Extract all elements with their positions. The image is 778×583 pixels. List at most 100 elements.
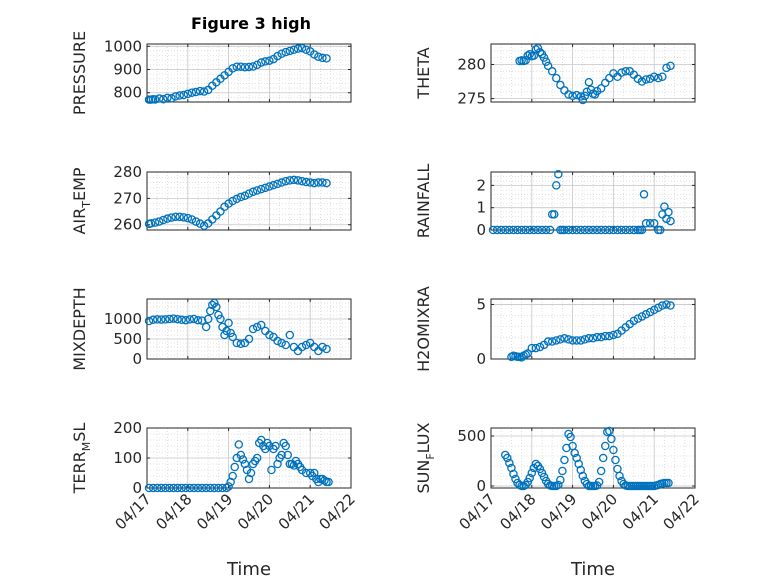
- data-point: [554, 480, 563, 490]
- data-point: [568, 225, 577, 235]
- data-point: [576, 225, 586, 235]
- y-tick-label: 2: [476, 176, 486, 194]
- data-point: [150, 95, 160, 104]
- data-point: [596, 332, 606, 342]
- data-point: [541, 57, 551, 66]
- grid-lines: [490, 299, 696, 360]
- data-point: [600, 225, 610, 235]
- data-series: [144, 43, 331, 104]
- data-point: [161, 315, 170, 324]
- data-point: [273, 51, 282, 61]
- data-point: [175, 212, 184, 222]
- data-point: [547, 337, 557, 346]
- data-point: [177, 315, 186, 325]
- data-point: [301, 340, 311, 350]
- data-point: [152, 315, 162, 324]
- data-point: [621, 67, 630, 76]
- data-point: [238, 455, 248, 464]
- data-point: [169, 314, 178, 323]
- data-point: [539, 53, 549, 62]
- data-point: [183, 89, 193, 99]
- data-point: [594, 477, 604, 487]
- data-point: [633, 314, 643, 323]
- data-point: [554, 169, 563, 179]
- data-point: [222, 326, 231, 336]
- data-point: [584, 77, 594, 87]
- data-point: [529, 463, 539, 473]
- data-point: [625, 225, 634, 235]
- data-point: [208, 300, 217, 310]
- y-tick-label: 5: [476, 295, 486, 313]
- data-point: [310, 50, 319, 59]
- data-point: [305, 178, 315, 187]
- data-point: [543, 61, 553, 71]
- data-point: [607, 434, 616, 444]
- data-point: [165, 483, 174, 493]
- data-point: [543, 337, 553, 346]
- data-point: [572, 336, 581, 345]
- data-point: [525, 225, 535, 235]
- data-point: [157, 483, 166, 493]
- data-point: [248, 187, 258, 197]
- data-point: [197, 483, 207, 493]
- data-point: [533, 225, 543, 235]
- axes-box: [490, 298, 696, 360]
- data-point: [525, 49, 535, 59]
- data-point: [639, 190, 649, 199]
- data-series: [515, 43, 675, 105]
- data-point: [664, 207, 673, 217]
- subplot-1: 800 900 1000 PRESSURE: [70, 31, 352, 115]
- data-point: [297, 342, 307, 352]
- data-point: [154, 94, 164, 103]
- data-point: [523, 349, 532, 358]
- data-point: [281, 340, 290, 350]
- data-point: [580, 225, 590, 235]
- data-point: [645, 307, 655, 317]
- data-point: [210, 298, 219, 308]
- data-point: [617, 68, 626, 77]
- data-point: [505, 225, 514, 235]
- data-point: [576, 336, 586, 345]
- data-point: [165, 314, 174, 324]
- data-point: [232, 338, 242, 348]
- data-point: [649, 305, 659, 315]
- data-point: [173, 483, 182, 493]
- data-point: [598, 453, 608, 463]
- data-point: [179, 90, 188, 100]
- data-point: [228, 471, 237, 481]
- data-series: [488, 169, 675, 235]
- data-point: [240, 62, 250, 72]
- data-point: [301, 177, 311, 187]
- y-tick-label: 800: [113, 84, 142, 102]
- data-point: [167, 213, 176, 222]
- axes-box: [146, 171, 352, 231]
- data-point: [269, 180, 278, 190]
- data-point: [521, 56, 530, 65]
- data-point: [230, 462, 239, 472]
- data-point: [181, 315, 191, 325]
- y-axis-label: MIXDEPTH: [70, 287, 89, 370]
- axes-box: [490, 427, 696, 489]
- data-point: [545, 225, 555, 235]
- data-point: [560, 225, 569, 235]
- data-point: [285, 46, 295, 56]
- data-point: [197, 316, 207, 325]
- data-point: [163, 93, 172, 103]
- data-point: [159, 215, 168, 225]
- data-point: [564, 90, 573, 99]
- y-tick-label: 200: [113, 419, 142, 437]
- data-point: [293, 176, 303, 185]
- data-point: [289, 175, 299, 185]
- data-point: [521, 225, 530, 235]
- data-point: [148, 315, 158, 325]
- data-point: [560, 455, 569, 465]
- data-point: [541, 225, 551, 235]
- data-point: [228, 332, 237, 342]
- data-point: [578, 95, 588, 105]
- x-axis-label: Time: [226, 559, 271, 580]
- data-point: [185, 315, 195, 324]
- y-tick-label: 1000: [104, 310, 142, 328]
- data-point: [596, 466, 606, 476]
- data-point: [152, 483, 162, 493]
- data-point: [660, 202, 669, 211]
